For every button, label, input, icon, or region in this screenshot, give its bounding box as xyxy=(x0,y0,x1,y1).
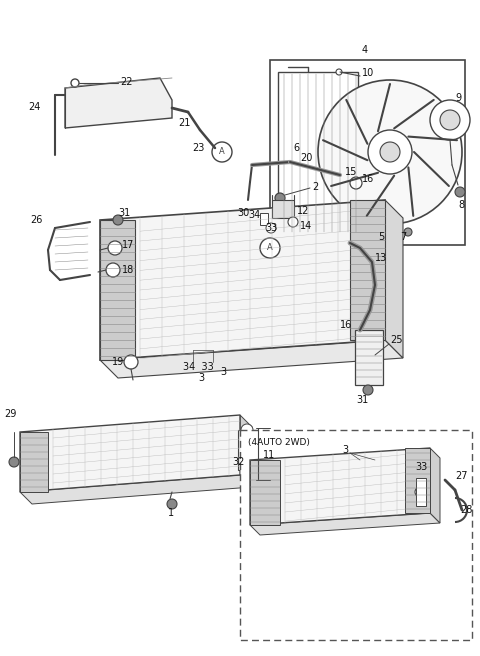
Circle shape xyxy=(124,355,138,369)
Text: 14: 14 xyxy=(300,221,312,231)
Text: 22: 22 xyxy=(120,77,132,87)
Text: 30: 30 xyxy=(237,208,249,218)
Text: 6: 6 xyxy=(293,143,299,153)
Text: 21: 21 xyxy=(178,118,191,128)
Circle shape xyxy=(241,424,253,436)
Text: 34: 34 xyxy=(248,210,260,220)
Text: 12: 12 xyxy=(297,206,310,216)
Text: 1: 1 xyxy=(168,508,174,518)
Polygon shape xyxy=(240,415,252,487)
Text: A: A xyxy=(219,148,225,157)
Text: 33: 33 xyxy=(265,223,277,233)
Circle shape xyxy=(241,464,253,476)
Text: 16: 16 xyxy=(340,320,352,330)
Text: 34  33: 34 33 xyxy=(183,362,214,372)
Circle shape xyxy=(350,177,362,189)
Circle shape xyxy=(384,228,392,236)
Text: 25: 25 xyxy=(390,335,403,345)
Text: 28: 28 xyxy=(460,505,472,515)
Polygon shape xyxy=(405,448,430,513)
Circle shape xyxy=(440,110,460,130)
Text: 15: 15 xyxy=(345,167,358,177)
Bar xyxy=(238,430,256,470)
Text: 3: 3 xyxy=(220,367,226,377)
Polygon shape xyxy=(350,200,385,340)
Circle shape xyxy=(336,69,342,75)
Text: 24: 24 xyxy=(28,102,40,112)
Polygon shape xyxy=(100,220,135,360)
Circle shape xyxy=(275,193,285,203)
Polygon shape xyxy=(250,513,440,535)
Text: 32: 32 xyxy=(232,457,244,467)
Text: (4AUTO 2WD): (4AUTO 2WD) xyxy=(248,438,310,447)
Text: 27: 27 xyxy=(455,471,468,481)
Polygon shape xyxy=(385,200,403,358)
Text: 9: 9 xyxy=(455,93,461,103)
Text: 13: 13 xyxy=(375,253,387,263)
Circle shape xyxy=(260,238,280,258)
Text: 17: 17 xyxy=(122,240,134,250)
Polygon shape xyxy=(100,340,403,378)
Bar xyxy=(270,60,465,245)
Text: 33: 33 xyxy=(415,462,427,472)
Circle shape xyxy=(71,79,79,87)
Circle shape xyxy=(167,499,177,509)
Circle shape xyxy=(363,385,373,395)
Circle shape xyxy=(106,263,120,277)
Text: 29: 29 xyxy=(4,409,16,419)
Circle shape xyxy=(430,100,470,140)
Text: 7: 7 xyxy=(400,232,406,242)
Text: 18: 18 xyxy=(122,265,134,275)
Text: 5: 5 xyxy=(378,232,384,242)
Circle shape xyxy=(415,487,425,497)
Circle shape xyxy=(318,80,462,224)
Polygon shape xyxy=(20,415,240,492)
Bar xyxy=(272,200,294,218)
Circle shape xyxy=(108,241,122,255)
Text: 3: 3 xyxy=(198,373,204,383)
Polygon shape xyxy=(430,448,440,523)
Text: 10: 10 xyxy=(362,68,374,78)
Polygon shape xyxy=(20,432,48,492)
Circle shape xyxy=(368,130,412,174)
Circle shape xyxy=(380,142,400,162)
Circle shape xyxy=(455,187,465,197)
Text: A: A xyxy=(267,243,273,253)
Polygon shape xyxy=(20,475,252,504)
Circle shape xyxy=(288,217,298,227)
Circle shape xyxy=(404,228,412,236)
Text: 11: 11 xyxy=(263,450,275,460)
Polygon shape xyxy=(100,200,385,360)
Text: 2: 2 xyxy=(312,182,318,192)
Text: 20: 20 xyxy=(300,153,312,163)
Text: 16: 16 xyxy=(362,174,374,184)
Bar xyxy=(260,213,268,225)
Polygon shape xyxy=(250,460,280,525)
Text: 3: 3 xyxy=(342,445,348,455)
Text: 23: 23 xyxy=(192,143,204,153)
Text: 31: 31 xyxy=(356,395,368,405)
Text: 31: 31 xyxy=(118,208,130,218)
Circle shape xyxy=(212,142,232,162)
Circle shape xyxy=(113,215,123,225)
Text: 8: 8 xyxy=(458,200,464,210)
Polygon shape xyxy=(65,78,172,128)
Bar xyxy=(355,330,383,385)
Text: 4: 4 xyxy=(362,45,368,55)
Circle shape xyxy=(266,223,276,233)
Text: 19: 19 xyxy=(112,357,124,367)
Circle shape xyxy=(9,457,19,467)
Bar xyxy=(278,72,358,234)
Polygon shape xyxy=(250,448,430,525)
Bar xyxy=(416,478,426,506)
Bar xyxy=(240,430,472,640)
Text: 26: 26 xyxy=(30,215,42,225)
